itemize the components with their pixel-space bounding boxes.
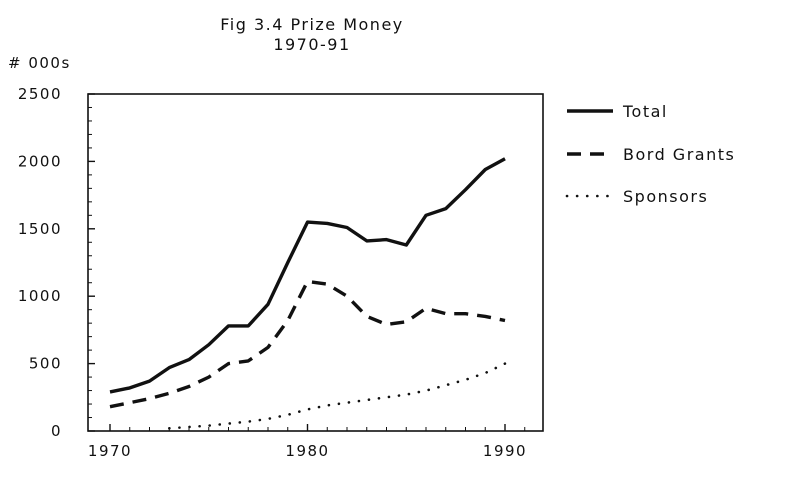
series-line-total <box>109 157 506 394</box>
legend-label-sponsors: Sponsors <box>623 187 708 206</box>
y-axis-unit-label: # 000s <box>8 54 71 72</box>
y-tick-label: 2000 <box>18 152 62 170</box>
y-tick-label: 1000 <box>18 287 62 305</box>
legend-label-bord-grants: Bord Grants <box>623 145 735 164</box>
x-tick-label: 1990 <box>483 442 527 460</box>
series-line-bord-grants <box>109 279 506 409</box>
plot-area: 0 500 1000 1500 2000 2500 1970 1980 1990 <box>18 85 544 460</box>
y-tick-label: 0 <box>51 422 62 440</box>
plot-frame <box>87 93 544 432</box>
x-tick-label: 1970 <box>88 442 132 460</box>
y-tick-label: 2500 <box>18 85 62 103</box>
y-tick-label: 500 <box>29 355 62 373</box>
legend: Total Bord Grants Sponsors <box>565 102 735 206</box>
x-tick-label: 1980 <box>285 442 329 460</box>
chart-subtitle: 1970-91 <box>273 35 350 54</box>
legend-label-total: Total <box>622 102 668 121</box>
chart-title: Fig 3.4 Prize Money <box>220 15 404 34</box>
y-tick-label: 1500 <box>18 220 62 238</box>
series-line-sponsors <box>168 362 507 430</box>
